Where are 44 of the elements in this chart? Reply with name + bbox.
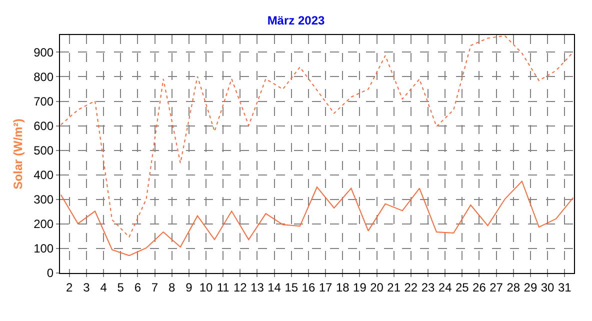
line-series [60, 35, 574, 238]
line-series [60, 180, 574, 256]
x-tick-label: 7 [151, 280, 158, 294]
x-tick-label: 24 [438, 280, 452, 294]
x-tick-label: 8 [168, 280, 176, 294]
y-tick-label: 300 [34, 192, 54, 207]
y-tick-label: 800 [34, 70, 54, 84]
x-tick-label: 21 [387, 280, 401, 294]
x-tick-label: 13 [250, 280, 264, 294]
y-tick-label: 400 [34, 168, 54, 182]
x-tick-label: 17 [318, 280, 333, 294]
x-tick-label: 31 [558, 280, 572, 294]
x-tick-label: 6 [134, 280, 142, 294]
x-tick-label: 26 [472, 280, 486, 294]
x-tick-label: 28 [506, 280, 520, 294]
x-tick-label: 9 [186, 280, 193, 294]
y-tick-label: 900 [34, 45, 54, 60]
x-tick-label: 20 [370, 280, 384, 294]
x-tick-label: 23 [421, 280, 435, 294]
x-tick-label: 27 [490, 280, 504, 294]
y-axis-title: Solar (W/m²) [10, 118, 25, 190]
x-tick-label: 16 [302, 280, 316, 294]
y-tick-label: 0 [46, 266, 54, 280]
x-tick-label: 5 [117, 280, 124, 294]
x-tick-label: 14 [268, 280, 282, 294]
x-tick-label: 22 [404, 280, 418, 294]
chart-title: März 2023 [267, 13, 326, 28]
x-tick-label: 10 [199, 280, 213, 294]
x-tick-label: 25 [455, 280, 470, 294]
y-tick-label: 200 [34, 217, 54, 232]
x-tick-label: 30 [540, 280, 555, 294]
y-tick-label: 100 [34, 242, 54, 256]
x-tick-label: 18 [336, 280, 350, 294]
x-tick-label: 4 [100, 280, 108, 294]
x-tick-label: 29 [524, 280, 538, 294]
y-tick-label: 500 [34, 144, 54, 158]
x-tick-label: 11 [216, 280, 230, 294]
x-tick-label: 12 [233, 280, 248, 294]
x-tick-label: 15 [284, 280, 298, 294]
x-tick-label: 2 [66, 280, 74, 294]
y-tick-label: 700 [34, 94, 54, 108]
x-tick-label: 19 [353, 280, 367, 294]
x-tick-label: 3 [83, 280, 90, 294]
y-tick-label: 600 [34, 118, 54, 133]
